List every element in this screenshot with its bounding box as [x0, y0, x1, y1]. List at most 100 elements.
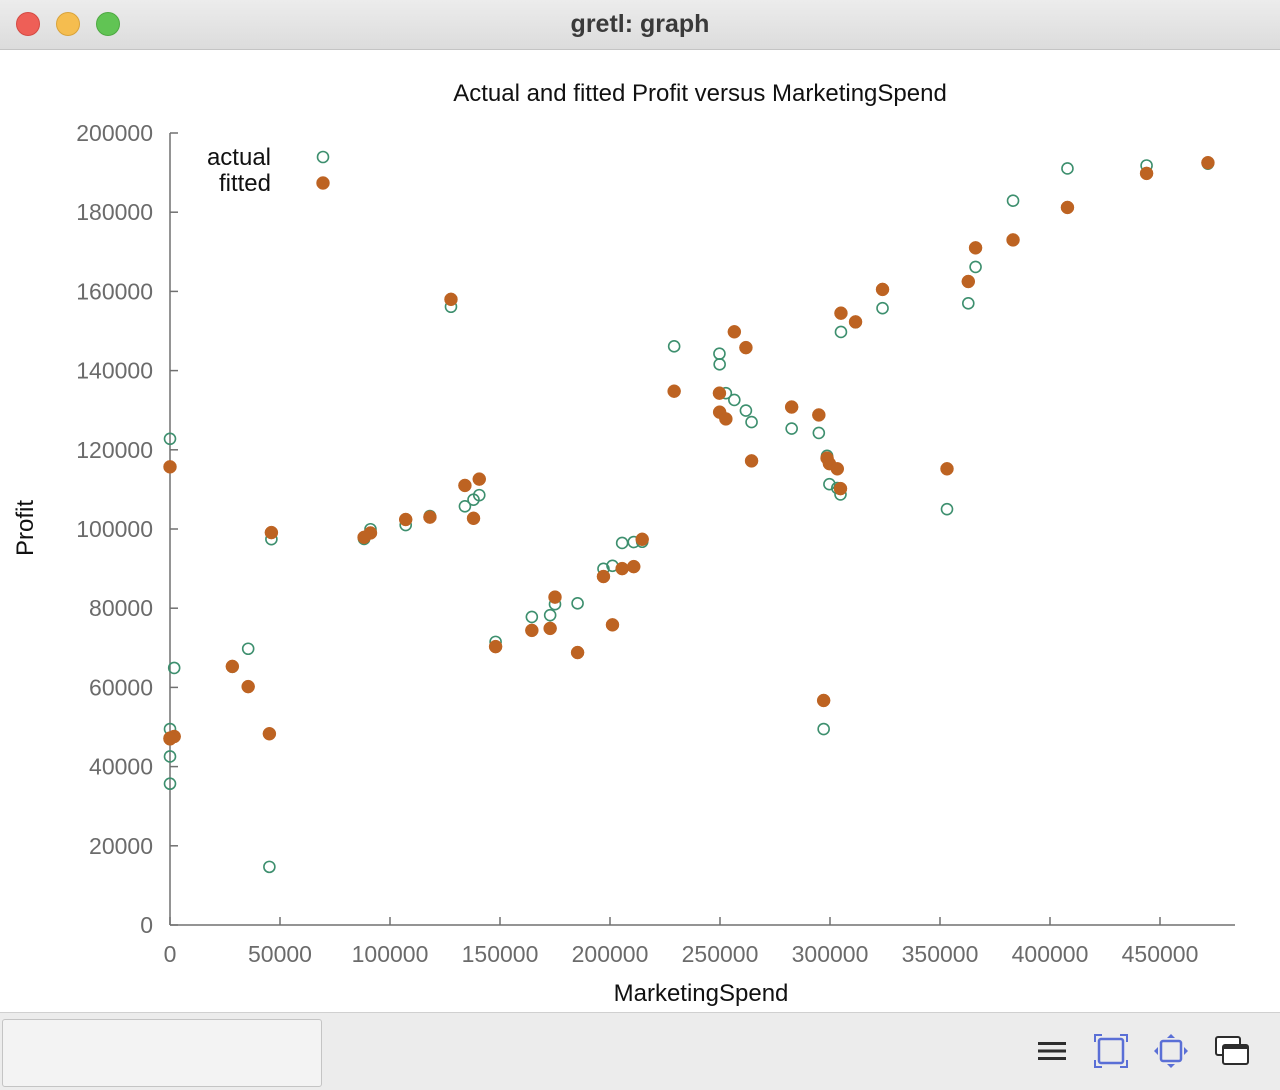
- scatter-chart: Actual and fitted Profit versus Marketin…: [12, 80, 1235, 1007]
- point-fitted: [264, 525, 279, 540]
- point-fitted: [163, 460, 177, 474]
- point-actual: [571, 597, 584, 610]
- point-fitted: [784, 400, 799, 414]
- point-actual: [876, 301, 889, 315]
- fit-window-icon: [1154, 1034, 1188, 1068]
- point-fitted: [875, 282, 890, 297]
- point-fitted: [357, 530, 371, 545]
- point-actual: [163, 750, 177, 763]
- point-fitted: [225, 659, 240, 674]
- point-actual: [713, 347, 726, 361]
- point-fitted: [1060, 200, 1075, 215]
- point-actual: [543, 608, 557, 622]
- zoom-button[interactable]: [1093, 1033, 1129, 1069]
- point-fitted: [627, 559, 641, 574]
- menu-button[interactable]: [1034, 1033, 1070, 1069]
- legend-label-fitted: fitted: [219, 170, 271, 197]
- point-fitted: [241, 679, 255, 694]
- point-fitted: [1139, 166, 1154, 181]
- point-fitted: [719, 412, 733, 426]
- fit-window-button[interactable]: [1153, 1033, 1189, 1069]
- zoom-icon: [1094, 1034, 1128, 1068]
- point-fitted: [712, 386, 727, 400]
- point-fitted: [423, 510, 437, 524]
- point-fitted: [458, 478, 472, 493]
- x-tick-label: 200000: [572, 941, 649, 967]
- point-actual: [817, 722, 830, 736]
- point-fitted: [830, 462, 845, 476]
- y-tick-label: 0: [140, 912, 153, 938]
- title-bar: gretl: graph: [0, 0, 1280, 50]
- y-tick-label: 120000: [76, 437, 153, 463]
- point-actual: [823, 477, 836, 491]
- point-fitted: [1201, 155, 1215, 170]
- point-fitted: [739, 340, 753, 355]
- point-actual: [467, 493, 480, 506]
- x-axis-label: MarketingSpend: [614, 980, 789, 1007]
- x-axis-ticks: 0 50000 100000 150000 200000 250000 300000 3500…: [164, 917, 1199, 967]
- legend-marker-fitted: [316, 176, 330, 190]
- point-actual: [969, 260, 982, 274]
- point-actual: [263, 860, 276, 874]
- y-tick-label: 200000: [76, 120, 153, 146]
- chart-title: Actual and fitted Profit versus Marketin…: [453, 80, 947, 107]
- point-actual: [745, 415, 758, 429]
- point-actual: [1061, 162, 1074, 175]
- point-actual: [834, 325, 848, 339]
- point-fitted: [961, 274, 976, 289]
- x-tick-label: 450000: [1122, 941, 1199, 967]
- status-field: [2, 1019, 322, 1087]
- point-fitted: [667, 384, 681, 398]
- x-tick-label: 100000: [352, 941, 429, 967]
- status-bar: [0, 1012, 1280, 1090]
- point-actual: [163, 777, 177, 791]
- y-axis-ticks: 0 20000 40000 60000 80000 100000 120000 140000 1…: [76, 120, 178, 938]
- point-fitted: [1006, 233, 1020, 247]
- point-actual: [241, 642, 255, 656]
- x-tick-label: 350000: [902, 941, 979, 967]
- axes: [169, 133, 1235, 926]
- point-actual: [1006, 194, 1020, 208]
- point-fitted: [727, 325, 742, 339]
- point-actual: [167, 661, 181, 675]
- legend-label-actual: actual: [207, 144, 271, 171]
- point-fitted: [525, 623, 539, 638]
- point-fitted: [548, 590, 562, 604]
- point-fitted: [635, 532, 649, 547]
- point-actual: [940, 502, 954, 516]
- point-fitted: [398, 512, 413, 527]
- y-tick-label: 180000: [76, 199, 153, 225]
- point-actual: [667, 340, 681, 353]
- legend-marker-actual: [316, 150, 330, 164]
- point-fitted: [940, 462, 954, 476]
- point-fitted: [488, 639, 503, 654]
- x-tick-label: 400000: [1012, 941, 1089, 967]
- close-window-button[interactable]: [16, 12, 40, 36]
- point-actual: [961, 297, 975, 310]
- x-tick-label: 50000: [248, 941, 312, 967]
- point-fitted: [444, 292, 458, 307]
- y-tick-label: 40000: [89, 754, 153, 780]
- series-actual: [163, 157, 1215, 874]
- point-fitted: [262, 726, 277, 741]
- legend: actual fitted: [207, 144, 330, 197]
- point-actual: [785, 422, 798, 435]
- windows-icon: [1215, 1036, 1249, 1065]
- minimize-window-button[interactable]: [56, 12, 80, 36]
- y-tick-label: 60000: [89, 674, 153, 700]
- x-tick-label: 0: [164, 941, 177, 967]
- point-fitted: [812, 408, 826, 422]
- x-tick-label: 150000: [462, 941, 539, 967]
- point-actual: [812, 426, 826, 440]
- point-actual: [739, 404, 753, 417]
- y-tick-label: 160000: [76, 278, 153, 304]
- windows-button[interactable]: [1214, 1033, 1250, 1069]
- maximize-window-button[interactable]: [96, 12, 120, 36]
- y-tick-label: 140000: [76, 358, 153, 384]
- point-fitted: [466, 511, 481, 526]
- point-fitted: [848, 315, 863, 329]
- y-tick-label: 80000: [89, 595, 153, 621]
- point-fitted: [834, 306, 848, 320]
- x-tick-label: 250000: [682, 941, 759, 967]
- point-fitted: [163, 732, 177, 746]
